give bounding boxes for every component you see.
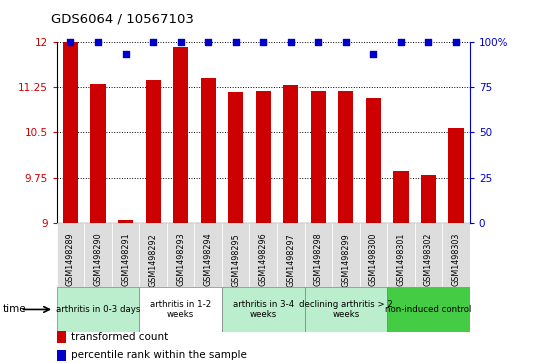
Bar — [415, 223, 442, 287]
Bar — [366, 98, 381, 223]
Bar — [283, 85, 299, 223]
Text: GSM1498289: GSM1498289 — [66, 233, 75, 286]
Point — [122, 52, 130, 57]
Point — [424, 39, 433, 45]
Text: GSM1498298: GSM1498298 — [314, 233, 323, 286]
Point — [397, 39, 406, 45]
Point — [314, 39, 323, 45]
Bar — [63, 42, 78, 223]
Text: arthritis in 0-3 days: arthritis in 0-3 days — [56, 305, 140, 314]
Text: declining arthritis > 2
weeks: declining arthritis > 2 weeks — [299, 300, 393, 319]
Point — [94, 39, 103, 45]
Bar — [305, 223, 332, 287]
Bar — [387, 223, 415, 287]
Bar — [90, 84, 106, 223]
Bar — [305, 287, 387, 332]
Bar — [360, 223, 387, 287]
Bar — [255, 91, 271, 223]
Bar — [173, 46, 188, 223]
Bar — [310, 91, 326, 223]
Bar — [249, 223, 277, 287]
Bar — [448, 128, 464, 223]
Bar — [139, 287, 222, 332]
Text: GSM1498292: GSM1498292 — [148, 233, 158, 286]
Text: GSM1498303: GSM1498303 — [451, 233, 461, 286]
Text: GSM1498295: GSM1498295 — [231, 233, 240, 286]
Point — [342, 39, 350, 45]
Bar — [222, 287, 305, 332]
Point — [204, 39, 213, 45]
Point — [259, 39, 268, 45]
Point — [232, 39, 240, 45]
Text: GSM1498294: GSM1498294 — [204, 233, 213, 286]
Point — [369, 52, 378, 57]
Bar — [442, 223, 470, 287]
Point — [149, 39, 158, 45]
Bar — [194, 223, 222, 287]
Bar — [277, 223, 305, 287]
Bar — [200, 78, 216, 223]
Text: GSM1498302: GSM1498302 — [424, 233, 433, 286]
Bar — [118, 220, 133, 223]
Text: GSM1498299: GSM1498299 — [341, 233, 350, 286]
Text: time: time — [3, 305, 26, 314]
Bar — [84, 223, 112, 287]
Bar — [139, 223, 167, 287]
Bar — [228, 92, 244, 223]
Bar — [387, 287, 470, 332]
Bar — [112, 223, 139, 287]
Text: GSM1498297: GSM1498297 — [286, 233, 295, 286]
Point — [177, 39, 185, 45]
Text: GSM1498301: GSM1498301 — [396, 233, 406, 286]
Text: non-induced control: non-induced control — [386, 305, 471, 314]
Bar — [145, 80, 161, 223]
Bar — [167, 223, 194, 287]
Point — [452, 39, 461, 45]
Bar — [332, 223, 360, 287]
Text: arthritis in 3-4
weeks: arthritis in 3-4 weeks — [233, 300, 294, 319]
Point — [287, 39, 295, 45]
Text: transformed count: transformed count — [71, 332, 168, 342]
Bar — [57, 223, 84, 287]
Text: GDS6064 / 10567103: GDS6064 / 10567103 — [51, 12, 194, 25]
Text: arthritis in 1-2
weeks: arthritis in 1-2 weeks — [150, 300, 211, 319]
Bar — [393, 171, 409, 223]
Point — [66, 39, 75, 45]
Text: percentile rank within the sample: percentile rank within the sample — [71, 350, 247, 360]
Bar — [421, 175, 436, 223]
Text: GSM1498300: GSM1498300 — [369, 233, 378, 286]
Bar — [338, 91, 354, 223]
Text: GSM1498290: GSM1498290 — [93, 233, 103, 286]
Text: GSM1498291: GSM1498291 — [121, 233, 130, 286]
Text: GSM1498296: GSM1498296 — [259, 233, 268, 286]
Bar — [57, 287, 139, 332]
Text: GSM1498293: GSM1498293 — [176, 233, 185, 286]
Bar — [222, 223, 249, 287]
